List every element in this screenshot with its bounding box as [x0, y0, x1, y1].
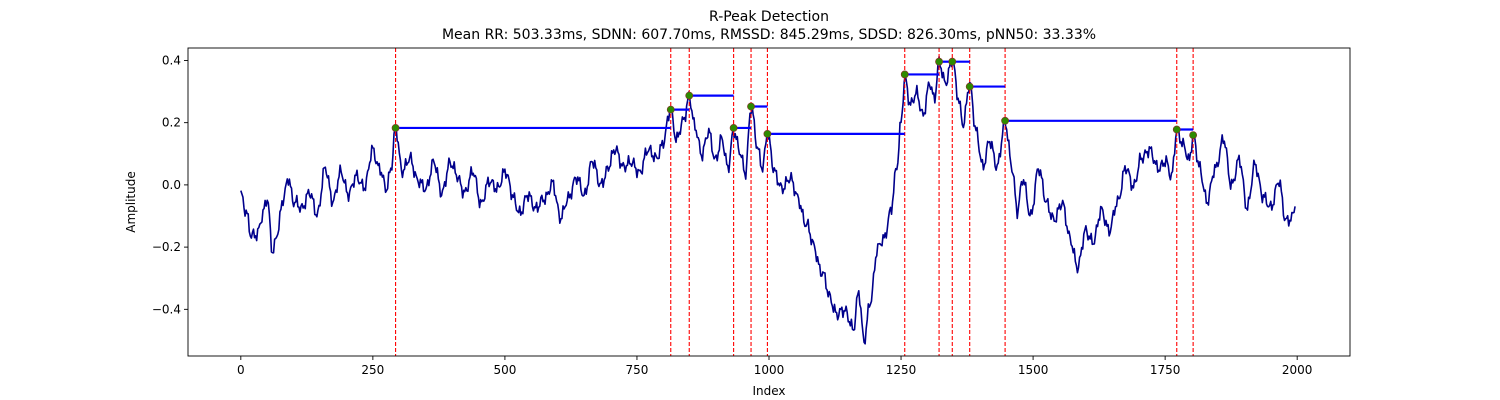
peak-marker-5: [763, 129, 772, 138]
x-tick-label-5: 1250: [886, 363, 917, 377]
peak-marker-0: [391, 124, 400, 132]
x-tick-label-4: 1000: [754, 363, 785, 377]
y-tick-label-2: 0.0: [162, 178, 181, 192]
series-layer: [240, 48, 1296, 356]
y-tick-label-4: 0.4: [162, 53, 181, 67]
peak-marker-12: [1189, 131, 1198, 140]
x-tick-label-1: 250: [361, 363, 384, 377]
peak-marker-3: [729, 124, 738, 132]
y-tick-label-0: −0.4: [152, 302, 181, 316]
x-tick-label-7: 1750: [1150, 363, 1181, 377]
chart-title: R-Peak Detection: [709, 9, 829, 25]
peak-marker-9: [965, 82, 974, 91]
peak-marker-11: [1172, 125, 1181, 134]
plot-area: [188, 48, 1350, 356]
x-tick-label-2: 500: [493, 363, 516, 377]
y-tick-label-1: −0.2: [152, 240, 181, 254]
chart-subtitle: Mean RR: 503.33ms, SDNN: 607.70ms, RMSSD…: [442, 27, 1096, 43]
peak-marker-7: [935, 57, 943, 66]
x-tick-label-0: 0: [237, 363, 245, 377]
peak-marker-6: [900, 70, 909, 79]
y-tick-label-3: 0.2: [162, 116, 181, 130]
peak-marker-1: [666, 105, 675, 114]
peak-marker-4: [747, 102, 755, 111]
y-axis-label: Amplitude: [124, 171, 138, 233]
axes-layer: 0 250 500 750 1000 1250 1500 1750 2000 −0.4 −0.2 0.…: [152, 47, 1351, 377]
x-tick-label-3: 750: [626, 363, 649, 377]
x-tick-label-6: 1500: [1018, 363, 1049, 377]
peak-marker-2: [685, 91, 694, 100]
x-axis-label: Index: [752, 384, 785, 398]
peak-marker-10: [1001, 116, 1009, 125]
x-tick-label-8: 2000: [1282, 363, 1313, 377]
peak-marker-8: [948, 57, 957, 66]
